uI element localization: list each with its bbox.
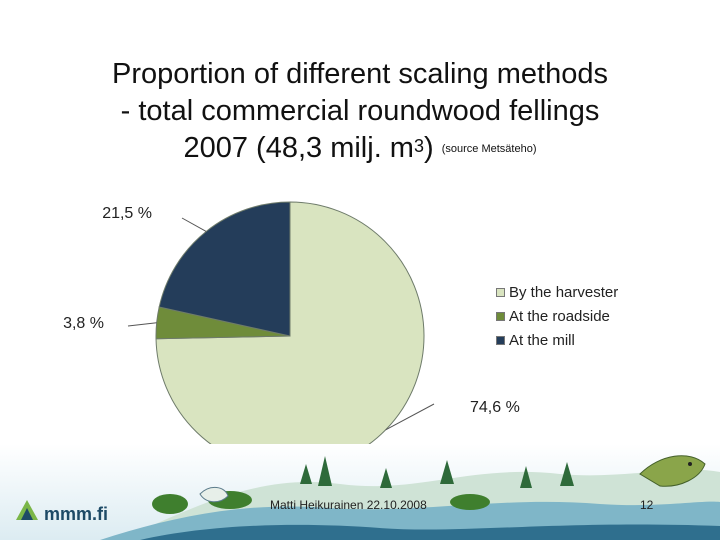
legend-swatch-roadside [496, 311, 505, 321]
legend-label-harvester: By the harvester [509, 283, 619, 301]
legend-label-roadside: At the roadside [509, 307, 610, 325]
footer-nature-banner [0, 444, 720, 540]
data-label-harvester: 74,6 % [470, 399, 520, 416]
chart-title: Proportion of different scaling methods … [0, 56, 720, 168]
logo-icon [16, 500, 38, 520]
data-label-roadside: 3,8 % [63, 315, 104, 332]
legend-item-mill: At the mill [496, 328, 618, 352]
title-source: (source Metsäteho) [441, 142, 537, 155]
title-line-3: 2007 (48,3 milj. m3) (source Metsäteho) [0, 130, 720, 168]
footer-author-date: Matti Heikurainen 22.10.2008 [270, 498, 427, 512]
title-superscript: 3 [413, 136, 424, 156]
title-line-2: - total commercial roundwood fellings [120, 95, 600, 127]
footer-page-number: 12 [640, 498, 654, 512]
legend-item-roadside: At the roadside [496, 304, 618, 328]
data-label-mill: 21,5 % [102, 205, 152, 222]
legend-item-harvester: By the harvester [496, 280, 618, 304]
nature-illustration [0, 444, 720, 540]
title-line-3-close: ) [424, 132, 434, 164]
legend-swatch-harvester [496, 287, 505, 297]
legend-label-mill: At the mill [509, 331, 575, 349]
leader-line-mill [181, 217, 207, 232]
leader-line-roadside [127, 322, 157, 327]
title-line-3-main: 2007 (48,3 milj. m [183, 132, 414, 164]
title-line-1: Proportion of different scaling methods [112, 58, 608, 90]
legend-swatch-mill [496, 335, 505, 345]
slice-mill [158, 201, 291, 337]
leader-line-harvester [385, 403, 435, 431]
legend: By the harvester At the roadside At the … [496, 280, 618, 352]
footer-logo: mmm.fi [44, 504, 109, 524]
